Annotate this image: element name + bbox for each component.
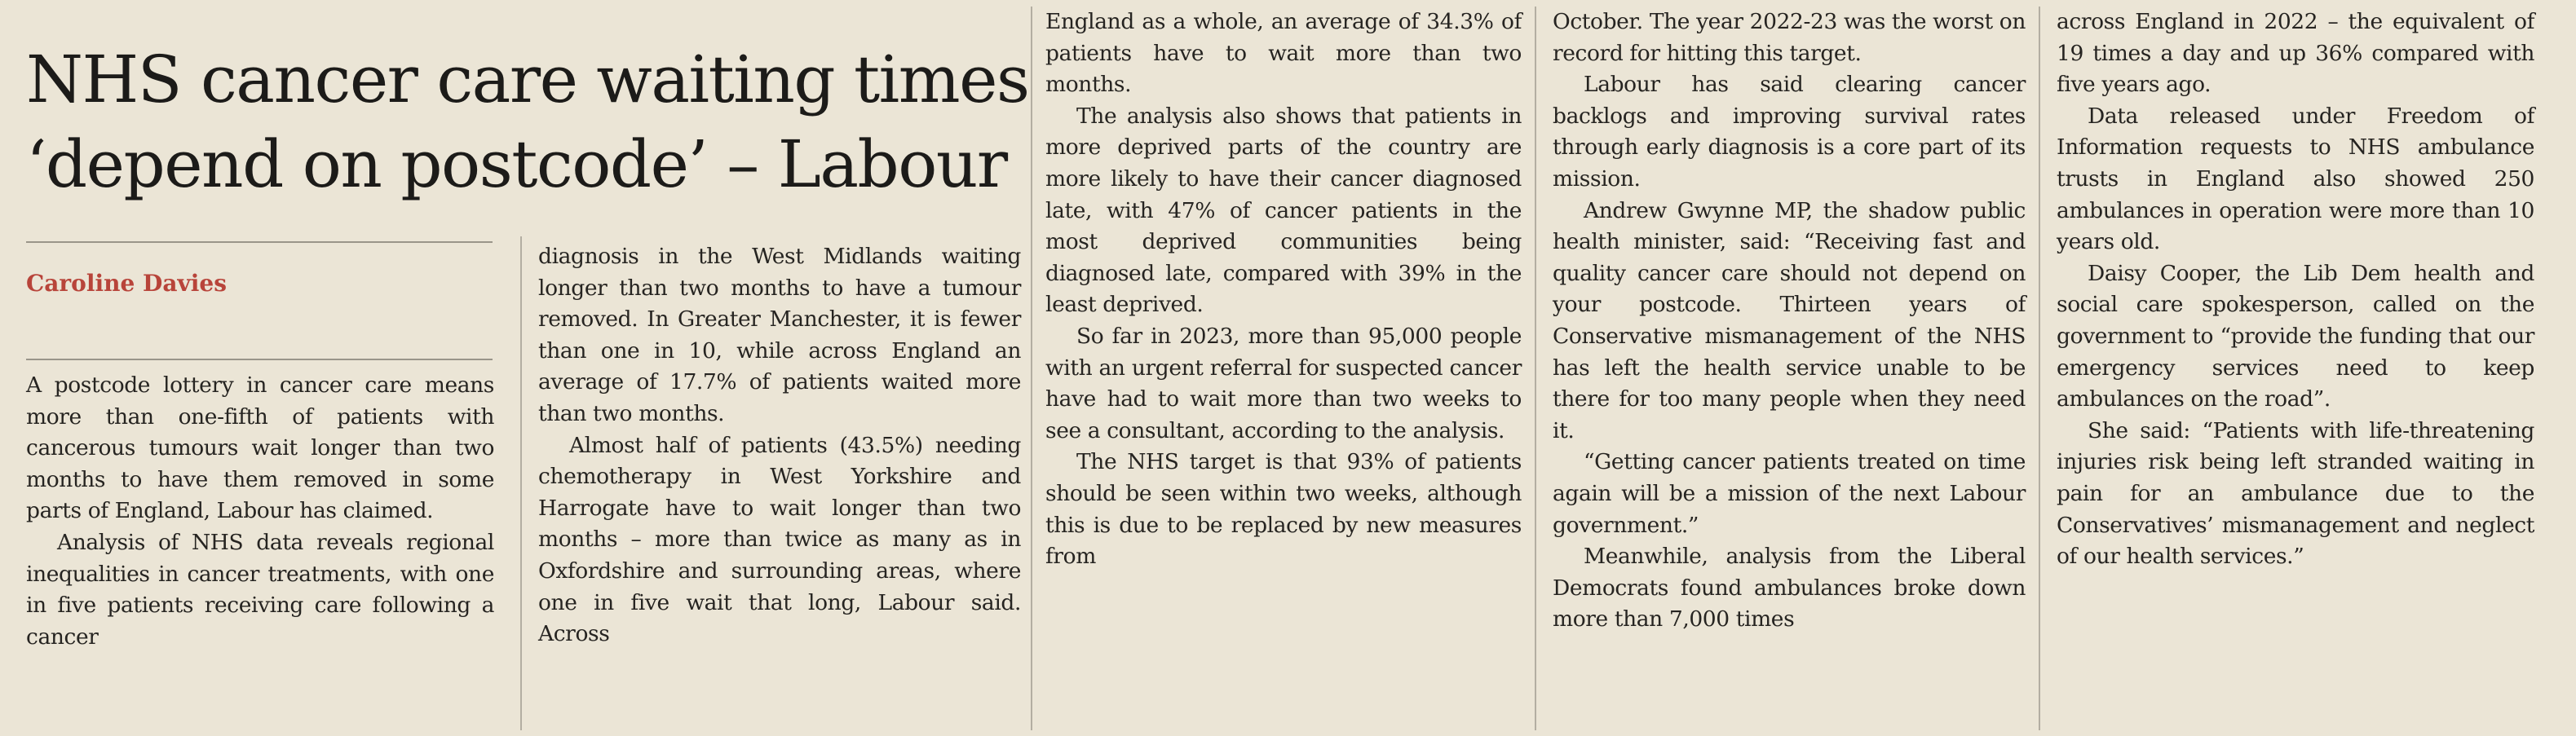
paragraph: across England in 2022 – the equivalent … (2057, 9, 2534, 98)
byline: Caroline Davies (26, 270, 227, 297)
paragraph: Analysis of NHS data reveals regional in… (26, 529, 494, 650)
paragraph: The analysis also shows that patients in… (1045, 103, 1522, 318)
paragraph: A postcode lottery in cancer care means … (26, 372, 494, 524)
article-column-3: England as a whole, an average of 34.3% … (1045, 7, 1522, 573)
article-column-4: October. The year 2022-23 was the worst … (1553, 7, 2026, 636)
column-divider (2039, 7, 2040, 730)
column-divider (1535, 7, 1536, 730)
paragraph: So far in 2023, more than 95,000 people … (1045, 323, 1522, 443)
headline: NHS cancer care waiting times ‘depend on… (26, 37, 1030, 207)
paragraph: Labour has said clearing cancer backlogs… (1553, 72, 2026, 192)
headline-line-2: ‘depend on postcode’ – Labour (26, 126, 1008, 202)
paragraph: Daisy Cooper, the Lib Dem health and soc… (2057, 260, 2534, 412)
column-divider (520, 236, 522, 730)
column-divider (1031, 7, 1032, 730)
paragraph: She said: “Patients with life-threatenin… (2057, 417, 2534, 570)
paragraph: Almost half of patients (43.5%) needing … (538, 432, 1021, 647)
paragraph: Meanwhile, analysis from the Liberal Dem… (1553, 544, 2026, 632)
paragraph: Data released under Freedom of Informati… (2057, 103, 2534, 255)
byline-bottom-rule (26, 359, 493, 360)
article-column-1: A postcode lottery in cancer care means … (26, 370, 494, 653)
byline-top-rule (26, 241, 493, 243)
paragraph: England as a whole, an average of 34.3% … (1045, 9, 1522, 98)
paragraph: October. The year 2022-23 was the worst … (1553, 9, 2026, 66)
article-column-5: across England in 2022 – the equivalent … (2057, 7, 2534, 573)
article-column-2: diagnosis in the West Midlands waiting l… (538, 241, 1021, 650)
paragraph: diagnosis in the West Midlands waiting l… (538, 244, 1021, 426)
headline-line-1: NHS cancer care waiting times (26, 42, 1030, 117)
paragraph: “Getting cancer patients treated on time… (1553, 449, 2026, 538)
paragraph: The NHS target is that 93% of patients s… (1045, 449, 1522, 570)
paragraph: Andrew Gwynne MP, the shadow public heal… (1553, 197, 2026, 443)
